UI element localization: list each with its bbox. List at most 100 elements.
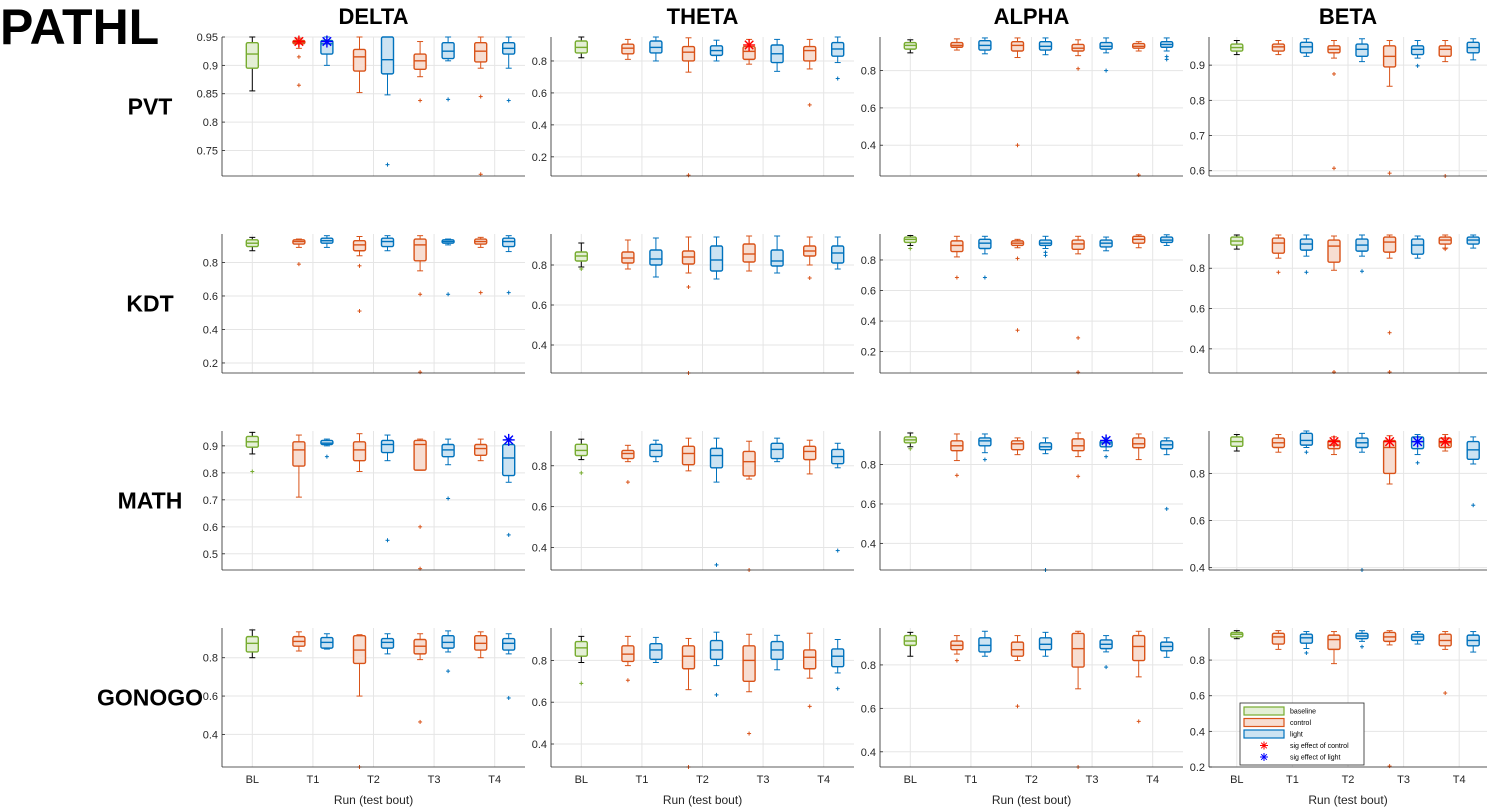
box-control-t2 — [681, 37, 696, 178]
outlier-point — [686, 173, 691, 178]
box-light-t2 — [1355, 234, 1369, 274]
box-control-t2 — [1327, 631, 1341, 665]
outlier-point — [1164, 506, 1169, 511]
row-title: KDT — [126, 291, 173, 317]
box-control-t1 — [292, 631, 306, 652]
x-tick-label: T4 — [817, 774, 830, 786]
box-body — [1131, 437, 1146, 449]
box-light-t2 — [380, 434, 395, 543]
box-control-t2 — [1010, 37, 1025, 148]
box-body — [1438, 45, 1452, 58]
y-tick-label: 0.6 — [532, 88, 547, 100]
box-body — [292, 441, 306, 467]
outlier-point — [714, 692, 719, 697]
sig-marker-light — [502, 433, 515, 446]
box-baseline-bl — [903, 235, 917, 251]
box-body — [245, 41, 260, 69]
outlier-point — [1015, 328, 1020, 333]
box-body — [803, 45, 817, 62]
box-body — [502, 637, 516, 651]
box-light-t2 — [1038, 631, 1053, 657]
y-tick-label: 0.6 — [203, 291, 218, 303]
box-body — [1010, 440, 1025, 451]
column-titles: DELTA THETA ALPHA BETA — [338, 4, 1377, 29]
box-light-t3 — [770, 437, 784, 463]
box-control-t3 — [413, 41, 427, 103]
box-control-t4 — [1131, 630, 1146, 724]
box-control-t3 — [413, 235, 427, 375]
box-control-t4 — [803, 632, 817, 709]
y-tick-label: 0.6 — [861, 703, 876, 715]
outlier-point — [1332, 166, 1336, 171]
box-light-t4 — [502, 633, 516, 700]
box-light-t1 — [1299, 234, 1314, 275]
box-control-t2 — [352, 634, 367, 769]
box-body — [1071, 632, 1085, 668]
box-body — [1355, 43, 1369, 58]
outlier-point — [418, 719, 423, 724]
legend-label: sig effect of light — [1290, 755, 1341, 762]
y-tick-label: 0.8 — [861, 460, 876, 472]
x-tick-label: T2 — [1025, 774, 1038, 786]
legend-asterisk — [1260, 753, 1268, 761]
box-body — [978, 238, 992, 250]
box-control-t3 — [1382, 234, 1397, 374]
panel-pvt-theta: 0.2 0.4 0.6 0.8 — [532, 36, 854, 178]
box-body — [245, 635, 260, 653]
outlier-point — [506, 98, 511, 103]
outlier-point — [1304, 650, 1309, 655]
x-tick-label: T4 — [1453, 774, 1466, 786]
box-baseline-bl — [574, 635, 588, 686]
x-axis-label: Run (test bout) — [663, 793, 742, 807]
box-control-t1 — [292, 434, 306, 498]
box-baseline-bl — [1230, 630, 1244, 640]
outlier-point — [625, 480, 630, 485]
box-light-t2 — [709, 437, 724, 567]
legend-entry: sig effect of control — [1260, 741, 1349, 750]
box-control-t4 — [474, 236, 488, 295]
legend-label: control — [1290, 720, 1311, 727]
sig-marker-light — [1411, 435, 1424, 448]
outlier-point — [1136, 173, 1141, 178]
y-tick-label: 0.4 — [203, 729, 218, 741]
outlier-point — [296, 83, 301, 88]
x-tick-label: T4 — [488, 774, 501, 786]
outlier-point — [446, 97, 451, 102]
box-body — [1271, 632, 1286, 645]
box-body — [621, 449, 635, 460]
box-control-t1 — [292, 238, 306, 267]
box-control-t4 — [1438, 631, 1452, 696]
box-control-t1 — [1271, 434, 1286, 453]
y-tick-label: 0.8 — [861, 660, 876, 672]
y-tick-label: 0.8 — [203, 468, 218, 480]
box-baseline-bl — [903, 631, 917, 657]
column-title: BETA — [1319, 4, 1377, 29]
outlier-point — [506, 290, 511, 295]
sig-marker-light — [1100, 434, 1113, 447]
outlier-point — [982, 457, 987, 462]
box-light-t4 — [831, 236, 845, 270]
legend-swatch — [1243, 717, 1285, 728]
box-light-t3 — [1410, 631, 1425, 645]
box-control-t2 — [352, 433, 367, 472]
outlier-point — [1415, 460, 1420, 465]
box-body — [380, 36, 395, 75]
outlier-point — [807, 704, 812, 709]
box-control-t3 — [413, 633, 427, 724]
box-control-t2 — [352, 236, 367, 314]
outlier-point — [1015, 704, 1020, 709]
x-tick-label: T3 — [1086, 774, 1099, 786]
box-light-t1 — [649, 237, 663, 278]
y-tick-label: 0.8 — [203, 117, 218, 129]
y-tick-label: 0.4 — [1190, 344, 1205, 356]
box-light-t4 — [1466, 631, 1480, 653]
box-light-t3 — [770, 634, 784, 671]
box-control-t4 — [803, 38, 817, 107]
box-body — [1071, 239, 1085, 250]
y-tick-label: 0.6 — [1190, 166, 1205, 178]
box-light-t3 — [1099, 236, 1113, 252]
box-light-t4 — [1159, 234, 1174, 246]
box-control-t3 — [1382, 630, 1397, 769]
y-tick-label: 0.6 — [532, 697, 547, 709]
box-body — [681, 45, 696, 62]
